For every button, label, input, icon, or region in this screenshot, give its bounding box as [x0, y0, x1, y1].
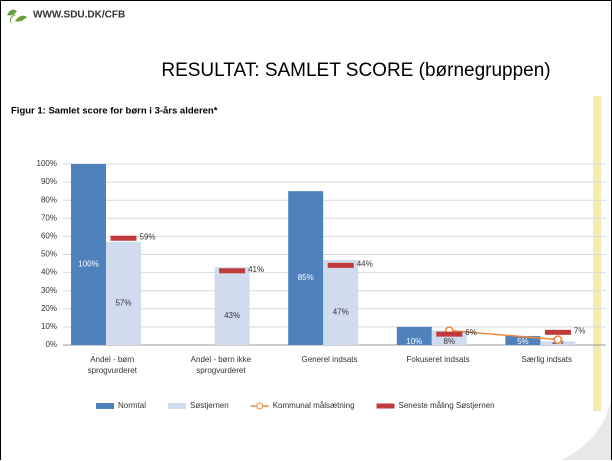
- x-tick-label: Andel - børn ikke sprogvurderet: [190, 355, 252, 375]
- y-tick-label: 0%: [45, 340, 57, 349]
- side-band: [593, 96, 601, 411]
- y-tick-label: 100%: [37, 159, 57, 168]
- y-tick-label: 10%: [41, 322, 57, 331]
- value-label: 41%: [248, 265, 264, 274]
- value-label: 6%: [465, 328, 477, 337]
- value-label: 47%: [333, 308, 349, 317]
- bar: [396, 326, 432, 345]
- y-tick-label: 60%: [41, 232, 57, 241]
- target-point: [553, 335, 563, 344]
- value-label: 10%: [406, 337, 422, 346]
- target-marker: [436, 331, 463, 337]
- legend-swatch: [96, 403, 114, 409]
- site-url: WWW.SDU.DK/CFB: [33, 10, 125, 21]
- value-label: 59%: [140, 232, 156, 241]
- target-line: [449, 329, 558, 341]
- x-tick-label: Andel - børn sprogvurderet: [87, 355, 137, 375]
- legend-label: Søstjernen: [190, 401, 229, 410]
- x-tick-label: Fokuseret indsats: [406, 355, 470, 364]
- legend-swatch: [168, 403, 187, 409]
- bar: [323, 259, 359, 345]
- y-tick-label: 20%: [41, 304, 57, 313]
- target-marker: [219, 268, 246, 274]
- bar: [214, 267, 250, 345]
- y-tick-label: 80%: [41, 195, 57, 204]
- chart-title: Figur 1: Samlet score for børn i 3-års a…: [11, 106, 218, 117]
- logo: [7, 9, 27, 24]
- value-label: 85%: [298, 273, 314, 282]
- slide-title: RESULTAT: SAMLET SCORE (børnegruppen): [161, 60, 550, 81]
- value-label: 44%: [357, 259, 373, 268]
- y-tick-label: 30%: [41, 286, 57, 295]
- value-label: 8%: [444, 337, 456, 346]
- value-label: 7%: [574, 326, 586, 335]
- value-label: 100%: [78, 260, 98, 269]
- bar: [288, 191, 324, 345]
- legend-swatch: [256, 402, 264, 410]
- target-marker: [110, 235, 137, 241]
- legend-label: Kommunal målsætning: [273, 401, 355, 410]
- x-tick-label: Særlig indsats: [521, 355, 573, 364]
- y-tick-label: 50%: [41, 250, 57, 259]
- legend-swatch: [376, 403, 395, 409]
- value-label: 5%: [517, 337, 529, 346]
- target-marker: [327, 262, 354, 268]
- y-tick-label: 40%: [41, 268, 57, 277]
- value-label: 57%: [115, 299, 131, 308]
- y-tick-label: 90%: [41, 177, 57, 186]
- bar: [106, 241, 141, 345]
- x-tick-label: Generel indsats: [301, 355, 358, 364]
- target-marker: [544, 329, 571, 335]
- value-label: 0%: [191, 337, 203, 346]
- legend-label: Seneste måling Søstjernen: [399, 401, 495, 410]
- bar: [505, 335, 541, 345]
- corner-shape: [561, 401, 611, 460]
- value-label: 43%: [224, 311, 240, 320]
- bar: [71, 164, 106, 345]
- y-tick-label: 70%: [41, 213, 57, 222]
- legend-label: Normtal: [118, 401, 146, 410]
